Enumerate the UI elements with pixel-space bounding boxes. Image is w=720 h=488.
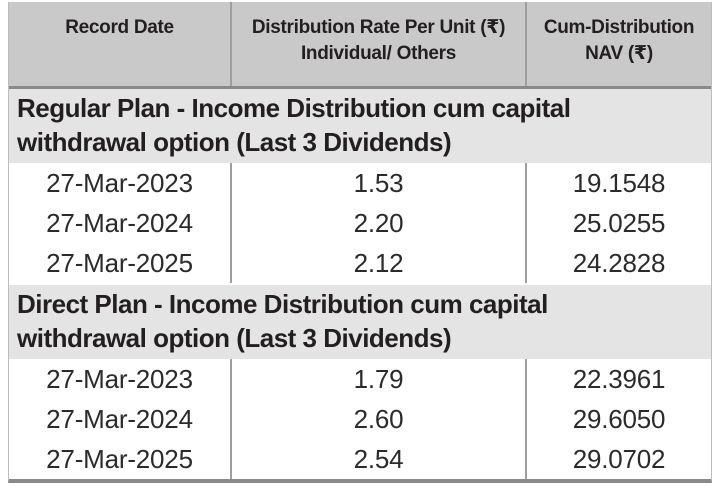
distribution-rate-cell: 2.54 [230, 439, 525, 479]
header-cum-distribution-line2: NAV (₹) [585, 43, 653, 64]
table-row: 27-Mar-2024 2.20 25.0255 [9, 203, 711, 243]
table-row: 27-Mar-2025 2.54 29.0702 [9, 439, 711, 479]
distribution-rate-cell: 1.53 [230, 163, 525, 203]
cum-distribution-nav-cell: 22.3961 [525, 359, 711, 399]
cum-distribution-nav-cell: 29.0702 [525, 439, 711, 479]
table-header-row: Record Date Distribution Rate Per Unit (… [9, 2, 711, 86]
table-row: 27-Mar-2024 2.60 29.6050 [9, 399, 711, 439]
table-row: 27-Mar-2023 1.53 19.1548 [9, 163, 711, 203]
record-date-cell: 27-Mar-2025 [46, 248, 193, 278]
cum-distribution-nav-cell: 24.2828 [525, 243, 711, 283]
section-title: Regular Plan - Income Distribution cum c… [17, 93, 571, 157]
section-header-direct-plan: Direct Plan - Income Distribution cum ca… [9, 285, 711, 359]
header-record-date-label: Record Date [65, 17, 174, 38]
record-date-cell: 27-Mar-2025 [46, 444, 193, 474]
distribution-rate-cell: 2.12 [230, 243, 525, 283]
record-date-cell: 27-Mar-2023 [46, 168, 193, 198]
header-distribution-rate: Distribution Rate Per Unit (₹) Individua… [230, 2, 525, 86]
section-title: Direct Plan - Income Distribution cum ca… [17, 289, 548, 353]
table-row: 27-Mar-2025 2.12 24.2828 [9, 243, 711, 283]
dividend-history-table: Record Date Distribution Rate Per Unit (… [8, 2, 712, 483]
cum-distribution-nav-cell: 25.0255 [525, 203, 711, 243]
header-distribution-rate-line2: Individual/ Others [300, 43, 457, 64]
header-cum-distribution-nav: Cum-Distribution NAV (₹) [525, 2, 711, 86]
header-separator-line [9, 86, 711, 89]
record-date-cell: 27-Mar-2023 [46, 364, 193, 394]
section-header-regular-plan: Regular Plan - Income Distribution cum c… [9, 89, 711, 163]
cum-distribution-nav-cell: 19.1548 [525, 163, 711, 203]
distribution-rate-cell: 1.79 [230, 359, 525, 399]
record-date-cell: 27-Mar-2024 [46, 404, 193, 434]
cum-distribution-nav-cell: 29.6050 [525, 399, 711, 439]
table-row: 27-Mar-2023 1.79 22.3961 [9, 359, 711, 399]
distribution-rate-cell: 2.20 [230, 203, 525, 243]
header-distribution-rate-line1: Distribution Rate Per Unit (₹) [251, 17, 506, 38]
header-record-date: Record Date [9, 2, 230, 86]
record-date-cell: 27-Mar-2024 [46, 208, 193, 238]
distribution-rate-cell: 2.60 [230, 399, 525, 439]
header-cum-distribution-line1: Cum-Distribution [543, 17, 695, 38]
